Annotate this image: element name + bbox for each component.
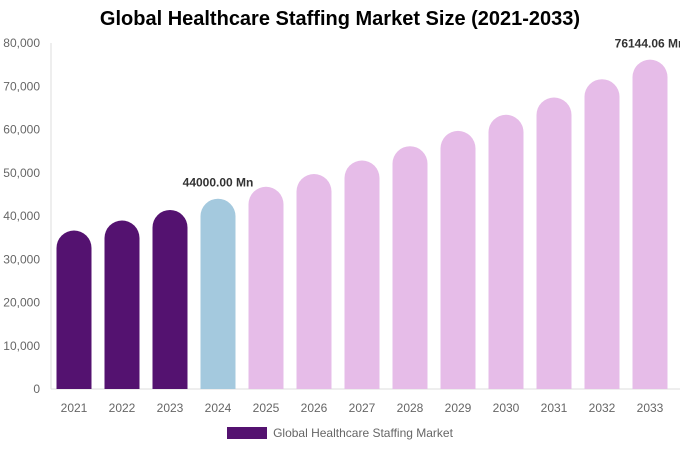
x-tick-label: 2028 (397, 401, 424, 415)
y-tick-label: 30,000 (3, 252, 40, 266)
legend-swatch (227, 427, 268, 439)
legend[interactable]: Global Healthcare Staffing Market (0, 426, 680, 440)
x-tick-label: 2023 (157, 401, 184, 415)
bar-2025 (248, 186, 284, 389)
chart-title: Global Healthcare Staffing Market Size (… (99, 8, 581, 30)
x-tick-label: 2030 (493, 401, 520, 415)
bar-2031 (536, 97, 572, 390)
y-tick-label: 10,000 (3, 339, 40, 353)
bar-2033 (632, 59, 668, 389)
x-tick-label: 2025 (253, 401, 280, 415)
bar-2021 (56, 230, 92, 389)
x-tick-label: 2031 (541, 401, 568, 415)
bar-2024 (200, 198, 236, 389)
y-tick-label: 80,000 (3, 36, 40, 50)
x-tick-label: 2021 (61, 401, 88, 415)
bar-2029 (440, 130, 476, 389)
x-tick-label: 2026 (301, 401, 328, 415)
x-tick-label: 2022 (109, 401, 136, 415)
bar-2026 (296, 174, 332, 389)
bar-2030 (488, 114, 524, 389)
y-tick-label: 20,000 (3, 296, 40, 310)
y-tick-label: 0 (33, 382, 40, 396)
y-tick-label: 60,000 (3, 123, 40, 137)
bar-chart: 0 10,000 20,000 30,000 40,000 50,000 60,000 70,… (3, 36, 680, 415)
bar-2032 (584, 79, 620, 389)
y-tick-label: 70,000 (3, 79, 40, 93)
legend-label: Global Healthcare Staffing Market (273, 426, 453, 440)
bar-2027 (344, 160, 380, 389)
x-tick-label: 2029 (445, 401, 472, 415)
y-tick-label: 40,000 (3, 209, 40, 223)
x-tick-label: 2032 (589, 401, 616, 415)
x-tick-label: 2033 (637, 401, 664, 415)
data-label: 44000.00 Mn (183, 176, 254, 190)
bar-2028 (392, 146, 428, 389)
bar-2023 (152, 209, 188, 389)
x-tick-label: 2024 (205, 401, 232, 415)
x-tick-label: 2027 (349, 401, 376, 415)
data-label: 76144.06 Mn (615, 37, 680, 51)
bar-2022 (104, 220, 140, 389)
y-tick-label: 50,000 (3, 166, 40, 180)
